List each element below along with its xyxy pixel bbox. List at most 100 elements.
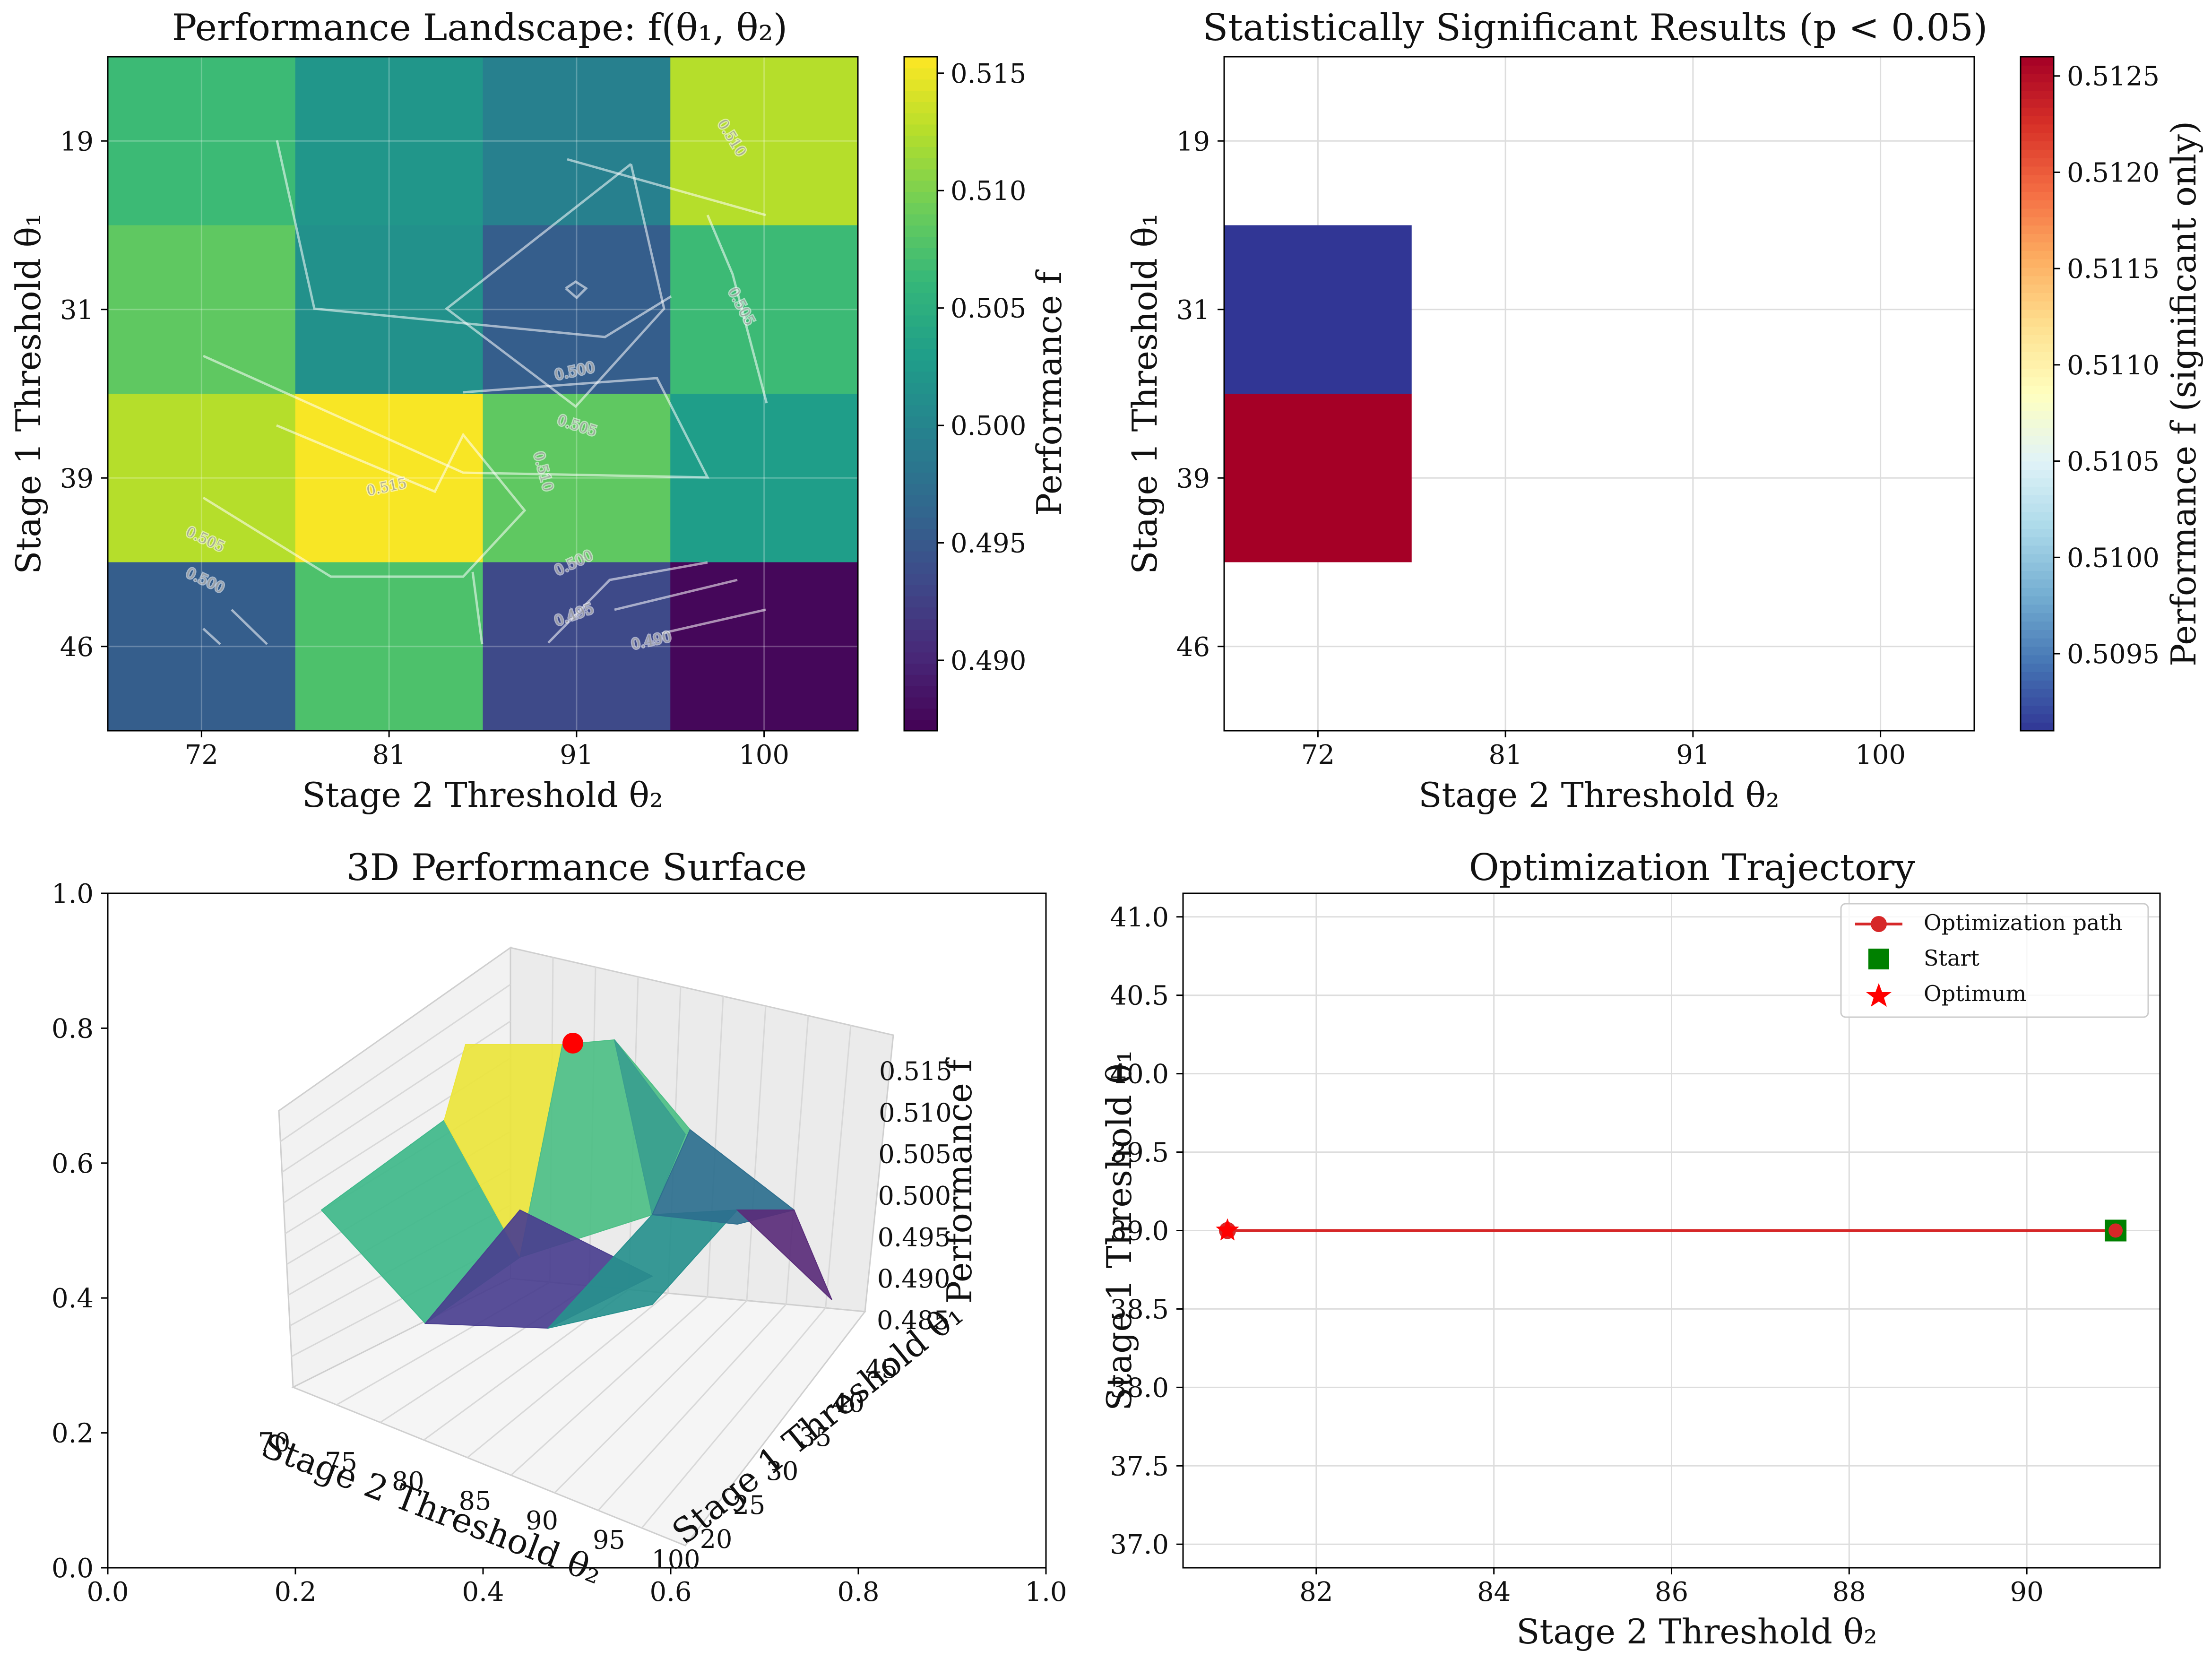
- colorbar-segment: [2021, 293, 2054, 302]
- contour-line: [614, 579, 738, 611]
- colorbar-segment: [904, 293, 937, 304]
- colorbar-segment: [2021, 452, 2054, 462]
- heatmap-cell: [295, 57, 483, 225]
- contour-line: [276, 140, 672, 338]
- colorbar-segment: [2021, 191, 2054, 200]
- colorbar-segment: [904, 169, 937, 181]
- colorbar-segment: [2021, 511, 2054, 521]
- x3d-tick-label: 70: [258, 1427, 291, 1457]
- colorbar-segment: [2021, 318, 2054, 327]
- y3d-tick-label: 40: [832, 1388, 865, 1418]
- x-tick-label: 100: [1855, 740, 1906, 770]
- colorbar-tick-label: 0.500: [950, 411, 1026, 441]
- colorbar-tick-label: 0.5100: [2067, 543, 2160, 573]
- x-tick-labels: 82 84 86 88 90: [1299, 1568, 2044, 1607]
- background-x-tick-label: 0.4: [462, 1577, 504, 1607]
- colorbar-segment: [2021, 233, 2054, 242]
- colorbar-segment: [904, 90, 937, 102]
- panel4-x-axis-label: Stage 2 Threshold θ₂: [1516, 1612, 1877, 1651]
- colorbar-segment: [2021, 335, 2054, 344]
- colorbar-segment: [2021, 663, 2054, 673]
- colorbar-segment: [904, 539, 937, 552]
- colorbar-segment: [2021, 520, 2054, 529]
- heatmap-cells: [108, 57, 858, 731]
- heatmap-cell: [295, 562, 483, 731]
- x3d-tick-label: 100: [651, 1545, 700, 1574]
- colorbar-segment: [904, 618, 937, 630]
- colorbar-segment: [2021, 99, 2054, 108]
- colorbar-segment: [904, 315, 937, 327]
- y3d-tick-label: 20: [700, 1524, 733, 1554]
- colorbar-segment: [2021, 503, 2054, 512]
- y-tick-label: 39.5: [1110, 1138, 1169, 1168]
- colorbar-segment: [904, 708, 937, 720]
- colorbar-segment: [2021, 714, 2054, 723]
- colorbar-segment: [904, 427, 937, 439]
- panel4-title: Optimization Trajectory: [1469, 847, 1915, 889]
- pane-grid-line: [641, 1307, 826, 1529]
- y-tick-label: 19: [60, 126, 94, 157]
- colorbar-segment: [904, 517, 937, 529]
- surface-optimum-marker: [562, 1033, 583, 1054]
- panel2-title: Statistically Significant Results (p < 0…: [1203, 7, 1988, 49]
- contour-line: [202, 628, 221, 645]
- contour-line: [567, 158, 766, 216]
- colorbar-segment: [2021, 469, 2054, 479]
- colorbar-segment: [2021, 216, 2054, 226]
- colorbar-tick-label: 0.490: [950, 646, 1026, 676]
- panel4-y-axis-label: Stage 1 Threshold θ₁: [1099, 1050, 1139, 1411]
- colorbar-segment: [2021, 419, 2054, 428]
- colorbar-segment: [2021, 242, 2054, 251]
- contour-line: [471, 571, 484, 645]
- colorbar-segment: [2021, 141, 2054, 150]
- background-y-tick-label: 0.4: [52, 1283, 94, 1314]
- y-tick-label: 46: [60, 632, 94, 663]
- x-tick-label: 81: [1488, 740, 1522, 770]
- colorbar-segment: [2021, 688, 2054, 698]
- heatmap-cell: [483, 225, 671, 394]
- background-y-tick-label: 1.0: [52, 879, 94, 909]
- contour-line: [202, 354, 710, 479]
- contour-line: [661, 608, 766, 635]
- panel2-colorbar-label: Performance f (significant only): [2164, 121, 2203, 666]
- colorbar-segment: [2021, 73, 2054, 83]
- trajectory-series: [1216, 1218, 2127, 1242]
- pane-grid-line: [825, 1025, 852, 1308]
- viridis-colorbar: 0.490 0.495 0.500 0.505 0.510 0.515: [903, 56, 1026, 732]
- colorbar-segment: [904, 484, 937, 495]
- pane-grid-line: [467, 1292, 669, 1459]
- panel3-title: 3D Performance Surface: [346, 847, 807, 889]
- panel2-y-axis-label: Stage 1 Threshold θ₁: [1125, 213, 1165, 574]
- colorbar-segment: [2021, 132, 2054, 142]
- colorbar-segment: [2021, 57, 2054, 66]
- colorbar-segment: [2021, 157, 2054, 167]
- panel1-title: Performance Landscape: f(θ₁, θ₂): [172, 7, 788, 49]
- colorbar-segment: [2021, 436, 2054, 445]
- colorbar-segment: [2021, 478, 2054, 487]
- x-tick-labels: 72 81 91 100: [185, 731, 789, 770]
- y-tick-label: 39: [60, 463, 94, 494]
- colorbar-segment: [2021, 587, 2054, 596]
- colorbar-segment: [2021, 630, 2054, 639]
- legend-label-start: Start: [1924, 945, 1979, 971]
- colorbar-segment: [2021, 82, 2054, 91]
- colorbar-segment: [2021, 461, 2054, 470]
- legend-start-marker: [1868, 949, 1889, 969]
- x3d-tick-label: 90: [526, 1505, 558, 1535]
- y-tick-label: 38.5: [1110, 1294, 1169, 1325]
- colorbar-segment: [2021, 377, 2054, 386]
- background-y-tick-label: 0.2: [52, 1418, 94, 1449]
- colorbar-segment: [2021, 402, 2054, 411]
- panel2-x-axis-label: Stage 2 Threshold θ₂: [1418, 775, 1780, 815]
- colorbar-segment: [2021, 309, 2054, 319]
- colorbar-tick-label: 0.5095: [2067, 639, 2160, 670]
- colorbar-segment: [2021, 326, 2054, 336]
- colorbar-segment: [2021, 360, 2054, 369]
- colorbar-tick-label: 0.5120: [2067, 157, 2160, 188]
- colorbar-segment: [2021, 225, 2054, 234]
- background-y-tick-label: 0.6: [52, 1149, 94, 1179]
- x-tick-label: 100: [739, 740, 789, 770]
- colorbar-segment: [904, 674, 937, 686]
- colorbar-segment: [904, 719, 937, 731]
